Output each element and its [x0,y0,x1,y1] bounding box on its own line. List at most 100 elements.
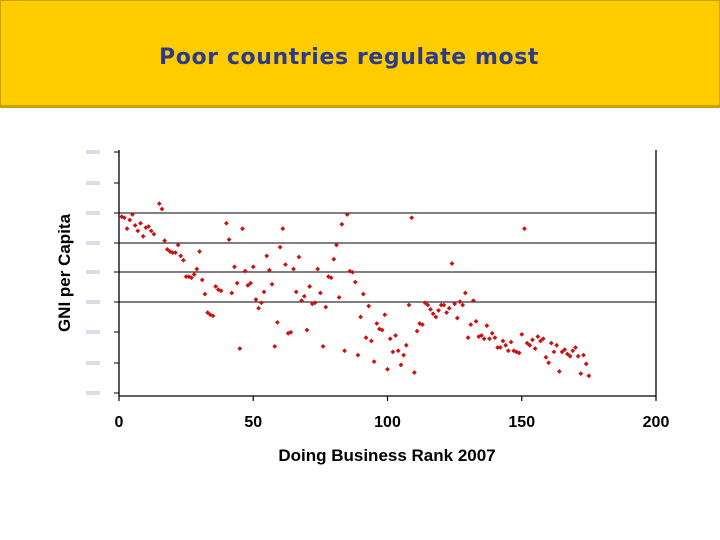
data-point [395,348,401,354]
data-point [299,298,304,304]
data-point [304,327,310,333]
data-point [205,310,211,315]
data-point [481,336,487,342]
data-point [291,266,296,272]
data-point [497,345,503,350]
data-point [495,345,500,350]
data-point [240,226,245,232]
data-point [350,269,355,275]
data-point [403,342,409,348]
data-point [420,322,425,327]
data-point [586,373,592,379]
data-point [226,237,232,242]
data-point [487,336,492,342]
data-point [156,201,162,206]
data-point [326,274,331,280]
data-point [473,318,479,324]
data-point [352,279,358,285]
x-tick-label: 200 [643,414,670,431]
data-point [422,300,428,306]
data-point [355,352,361,358]
data-point [140,233,146,239]
data-point [438,302,444,308]
y-tick-label-illegible [86,391,100,395]
data-point [454,315,460,321]
data-point [121,215,127,221]
data-point [578,371,584,377]
data-point [293,289,299,295]
data-point [312,300,318,306]
x-tick-label: 100 [374,414,401,431]
data-point [339,221,345,227]
data-point [248,280,253,286]
data-point [146,224,151,229]
data-point [283,262,288,268]
data-point [503,342,509,348]
data-point [170,250,176,256]
data-point [543,354,549,360]
data-point [583,361,589,367]
data-point [175,242,181,248]
data-point [151,231,157,237]
data-point [444,310,449,315]
title-banner: Poor countries regulate most [0,0,720,108]
data-point [167,249,173,254]
data-point [264,253,270,259]
data-point [275,320,280,325]
data-point [242,268,248,274]
data-point [554,342,560,348]
data-points [119,201,592,379]
data-point [562,347,568,353]
data-point [468,322,474,327]
data-point [164,246,170,252]
data-point [363,335,369,341]
data-point [342,348,347,354]
data-point [532,346,538,351]
data-point [315,266,321,272]
data-point [143,225,149,230]
data-point [277,244,283,250]
data-point [430,311,436,317]
data-point [296,254,302,260]
y-tick-label-illegible [86,361,100,365]
data-point [393,333,398,338]
data-point [479,333,484,338]
data-point [280,226,286,232]
x-tick-label: 50 [244,414,262,431]
data-point [272,343,278,349]
data-point [358,314,364,320]
data-point [527,342,533,348]
data-point [250,264,256,270]
data-point [210,313,216,319]
data-point [162,238,168,244]
data-point [433,314,439,320]
data-point [546,360,551,366]
data-point [401,352,407,358]
y-tick-label-illegible [86,330,100,334]
plot-frame [118,150,657,397]
data-point [135,228,141,234]
data-point [344,212,350,217]
data-point [368,338,374,344]
data-point [564,351,570,357]
data-point [414,328,420,334]
data-point [178,253,184,259]
data-point [484,323,490,329]
data-point [508,339,514,345]
data-point [465,335,471,341]
data-point [191,272,197,277]
x-tick-label: 150 [508,414,535,431]
data-point [258,300,264,306]
data-point [197,249,202,254]
data-point [323,304,329,310]
data-point [379,327,385,333]
data-point [371,359,377,365]
data-point [411,370,417,375]
data-point [132,223,138,228]
y-tick-label-illegible [86,300,100,304]
y-tick-label-illegible [86,211,100,215]
data-point [130,212,135,217]
data-point [224,220,229,226]
y-axis-label: GNI per Capita [55,213,74,332]
data-point [573,345,578,350]
